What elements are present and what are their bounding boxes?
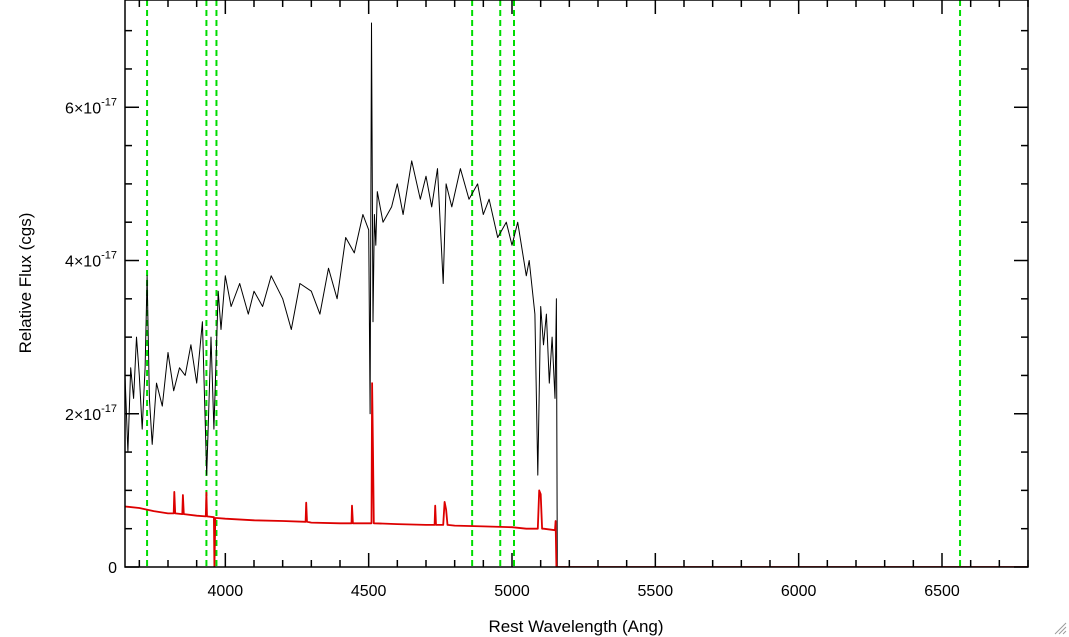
model-series-line <box>125 382 1028 567</box>
x-tick-label: 6500 <box>924 583 960 600</box>
y-tick-label: 4×10-17 <box>65 250 117 271</box>
spectrum-series-line <box>125 22 558 567</box>
x-tick-label: 6000 <box>781 583 817 600</box>
x-tick-label: 4500 <box>351 583 387 600</box>
series-layer <box>125 22 1028 567</box>
tick-labels: 4000 4500 5000 5500 6000 6500 0 2×10-17 4×10-17 6… <box>65 96 960 600</box>
x-tick-label: 4000 <box>208 583 244 600</box>
x-tick-label: 5000 <box>494 583 530 600</box>
plot-frame <box>124 0 1029 568</box>
resize-grip-icon[interactable] <box>1053 621 1067 635</box>
y-tick-label: 2×10-17 <box>65 403 117 424</box>
y-tick-label: 0 <box>108 560 117 577</box>
y-axis-title: Relative Flux (cgs) <box>16 213 35 354</box>
x-axis-title: Rest Wavelength (Ang) <box>488 617 663 636</box>
x-tick-label: 5500 <box>638 583 674 600</box>
axis-ticks <box>125 0 1029 568</box>
y-tick-label: 6×10-17 <box>65 96 117 117</box>
reference-lines <box>146 0 962 567</box>
